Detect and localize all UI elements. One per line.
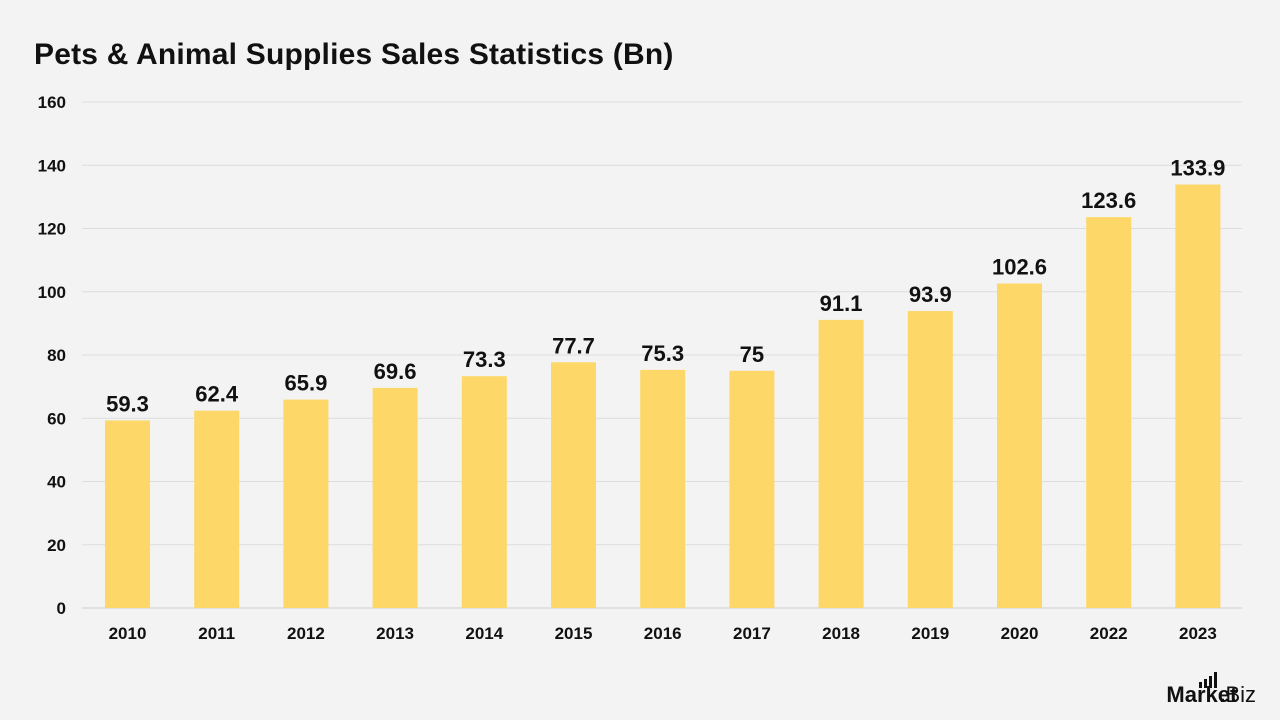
x-tick-label: 2014 bbox=[465, 624, 503, 643]
x-tick-label: 2011 bbox=[198, 624, 235, 643]
x-tick-label: 2022 bbox=[1090, 624, 1128, 643]
bar bbox=[461, 376, 507, 608]
data-label: 77.7 bbox=[552, 333, 595, 358]
y-tick-label: 100 bbox=[38, 283, 66, 302]
bar bbox=[1086, 217, 1132, 609]
chart-title: Pets & Animal Supplies Sales Statistics … bbox=[34, 38, 674, 71]
y-tick-label: 160 bbox=[38, 93, 66, 112]
data-label: 62.4 bbox=[195, 382, 239, 407]
x-tick-label: 2013 bbox=[376, 624, 414, 643]
bar bbox=[997, 283, 1042, 608]
y-tick-label: 60 bbox=[47, 409, 66, 428]
data-label: 75 bbox=[740, 342, 764, 367]
x-tick-label: 2010 bbox=[109, 624, 147, 643]
brand-logo-dot: . bbox=[1219, 682, 1226, 707]
bar bbox=[372, 387, 418, 608]
y-tick-label: 40 bbox=[47, 473, 66, 492]
bar bbox=[729, 370, 775, 608]
x-axis-ticks: 2010 2011 2012 2013 2014 2015 2016 2017 2018 2019… bbox=[109, 624, 1217, 643]
bar bbox=[551, 362, 596, 608]
data-label: 133.9 bbox=[1170, 156, 1225, 181]
data-label: 65.9 bbox=[284, 371, 327, 396]
bars bbox=[105, 184, 1221, 609]
bar bbox=[818, 319, 864, 608]
brand-logo-sub: Biz bbox=[1225, 682, 1256, 707]
x-tick-label: 2023 bbox=[1179, 624, 1217, 643]
data-label: 102.6 bbox=[992, 255, 1047, 280]
x-tick-label: 2015 bbox=[555, 624, 593, 643]
x-tick-label: 2019 bbox=[911, 624, 949, 643]
y-tick-label: 0 bbox=[57, 599, 66, 618]
bar bbox=[105, 420, 150, 608]
data-label: 59.3 bbox=[106, 391, 149, 416]
brand-logo: Market . Biz bbox=[1166, 672, 1256, 708]
data-labels: 59.3 62.4 65.9 69.6 73.3 77.7 75.3 75 91.1 93.9 10… bbox=[106, 156, 1225, 417]
data-label: 123.6 bbox=[1081, 188, 1136, 213]
x-tick-label: 2012 bbox=[287, 624, 325, 643]
brand-logo-bars-icon bbox=[1199, 672, 1218, 688]
data-label: 91.1 bbox=[820, 291, 863, 316]
y-axis-ticks: 0 20 40 60 80 100 120 140 160 bbox=[38, 93, 66, 618]
bar bbox=[1175, 184, 1221, 608]
x-tick-label: 2016 bbox=[644, 624, 682, 643]
data-label: 75.3 bbox=[641, 341, 684, 366]
y-tick-label: 140 bbox=[38, 156, 66, 175]
x-tick-label: 2017 bbox=[733, 624, 771, 643]
bar bbox=[640, 369, 686, 608]
bar bbox=[907, 311, 953, 608]
y-tick-label: 80 bbox=[47, 346, 66, 365]
data-label: 69.6 bbox=[374, 359, 417, 384]
y-tick-label: 120 bbox=[38, 220, 66, 239]
x-tick-label: 2020 bbox=[1001, 624, 1039, 643]
x-tick-label: 2018 bbox=[822, 624, 860, 643]
bar bbox=[283, 399, 329, 608]
y-tick-label: 20 bbox=[47, 536, 66, 555]
bar bbox=[194, 410, 240, 608]
data-label: 93.9 bbox=[909, 282, 952, 307]
data-label: 73.3 bbox=[463, 347, 506, 372]
